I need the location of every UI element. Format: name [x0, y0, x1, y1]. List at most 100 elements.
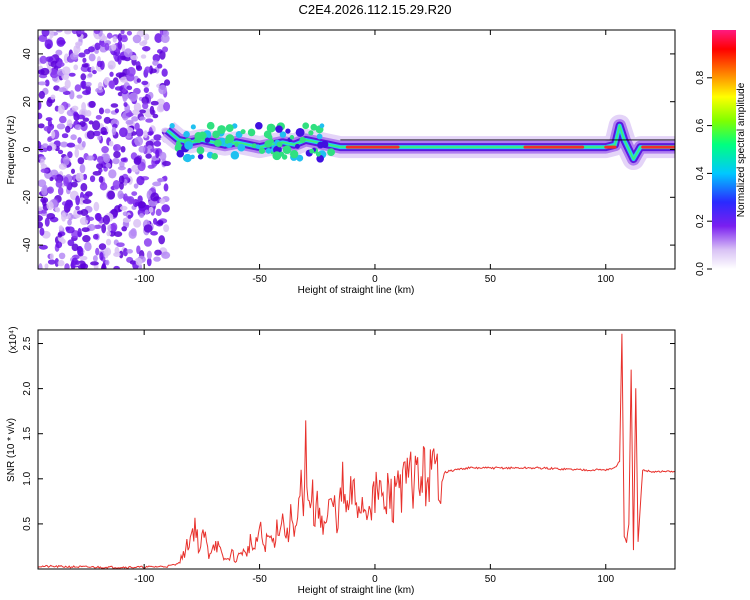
noise-speckle — [119, 160, 125, 168]
trace-blob — [272, 151, 282, 161]
noise-speckle — [38, 100, 42, 110]
noise-speckle — [156, 98, 165, 107]
noise-speckle — [155, 149, 160, 159]
noise-speckle — [40, 168, 49, 174]
spectrogram-x-tick-label-3: 50 — [485, 274, 497, 285]
trace-blob — [204, 137, 211, 143]
colorbar-gradient — [712, 30, 736, 269]
noise-speckle — [71, 181, 78, 188]
noise-speckle — [71, 105, 79, 111]
noise-speckle — [43, 125, 53, 132]
spectrogram-x-tick-label-1: -50 — [252, 274, 267, 285]
noise-speckle — [125, 119, 134, 125]
noise-speckle — [65, 226, 75, 234]
noise-speckle — [108, 169, 117, 179]
noise-speckle — [82, 57, 87, 63]
noise-speckle — [152, 113, 159, 119]
noise-speckle — [114, 86, 124, 91]
noise-speckle — [150, 192, 160, 202]
trace-blob — [198, 131, 207, 140]
trace-blob — [196, 138, 201, 143]
trace-blob — [255, 122, 263, 130]
noise-speckle — [90, 261, 99, 266]
noise-speckle — [109, 71, 114, 77]
noise-speckle — [96, 163, 104, 170]
spectrogram-panel: -100 -50 0 50 100 -40 -20 0 20 40 Height of stra… — [6, 29, 676, 296]
noise-speckle — [41, 185, 48, 196]
noise-speckle — [77, 137, 82, 144]
noise-speckle — [49, 30, 54, 39]
noise-speckle — [110, 222, 118, 232]
noise-speckle — [113, 265, 120, 269]
noise-speckle — [117, 190, 124, 200]
noise-speckle — [133, 218, 142, 228]
noise-speckle — [44, 79, 50, 87]
noise-speckle — [50, 169, 59, 176]
noise-speckle — [79, 163, 86, 174]
noise-speckle — [100, 264, 107, 269]
noise-speckle — [39, 55, 48, 64]
noise-speckle — [92, 255, 98, 262]
noise-speckle — [97, 135, 102, 141]
noise-speckle — [133, 102, 142, 112]
noise-speckle — [118, 250, 124, 259]
noise-speckle — [92, 69, 97, 75]
noise-speckle — [143, 130, 148, 139]
trace-blob — [294, 143, 300, 149]
noise-speckle — [95, 114, 102, 120]
noise-speckle — [80, 80, 87, 89]
trace-blob — [263, 130, 272, 139]
noise-speckle — [140, 54, 147, 59]
noise-speckle — [67, 219, 72, 226]
noise-speckle — [102, 214, 111, 225]
noise-speckle — [58, 115, 67, 124]
noise-speckle — [153, 140, 162, 147]
noise-speckle — [123, 102, 128, 107]
snr-x-tick-label-4: 100 — [597, 574, 614, 585]
noise-speckle — [116, 242, 125, 248]
noise-speckle — [38, 244, 48, 250]
noise-speckle — [99, 182, 108, 191]
noise-speckle — [82, 173, 88, 180]
noise-speckle — [54, 207, 60, 212]
noise-speckle — [92, 233, 99, 240]
noise-speckle — [101, 146, 109, 154]
noise-speckle — [103, 247, 112, 256]
noise-speckle — [146, 131, 153, 136]
noise-speckle — [141, 96, 150, 105]
noise-speckle — [150, 100, 159, 106]
trace-blob — [251, 143, 257, 149]
noise-speckle — [73, 50, 79, 56]
noise-speckle — [100, 126, 107, 135]
noise-speckle — [143, 238, 152, 247]
noise-speckle — [110, 103, 119, 108]
trace-blob — [258, 147, 266, 154]
spectrogram-x-label: Height of straight line (km) — [298, 285, 415, 296]
snr-y-label: SNR (10 * v/v) — [6, 418, 17, 482]
noise-speckle — [88, 120, 94, 125]
noise-speckle — [85, 110, 92, 117]
noise-speckle — [49, 176, 54, 182]
noise-speckle — [86, 216, 95, 221]
noise-speckle — [98, 107, 105, 115]
noise-speckle — [125, 112, 134, 117]
noise-speckle — [122, 211, 128, 217]
noise-speckle — [148, 206, 154, 213]
noise-speckle — [88, 100, 96, 108]
noise-speckle — [161, 204, 170, 213]
noise-speckle — [159, 198, 166, 204]
noise-speckle — [139, 109, 146, 114]
noise-speckle — [71, 30, 78, 35]
noise-speckle — [120, 145, 126, 153]
noise-speckle — [134, 122, 140, 131]
noise-speckle — [64, 200, 74, 209]
noise-speckle — [92, 130, 101, 137]
noise-speckle — [66, 142, 76, 148]
noise-speckle — [138, 145, 146, 153]
noise-speckle — [136, 175, 145, 186]
noise-speckle — [105, 162, 112, 168]
noise-speckle — [45, 56, 54, 62]
noise-speckle — [111, 126, 117, 136]
noise-speckle — [57, 104, 65, 115]
noise-speckle — [120, 30, 125, 35]
